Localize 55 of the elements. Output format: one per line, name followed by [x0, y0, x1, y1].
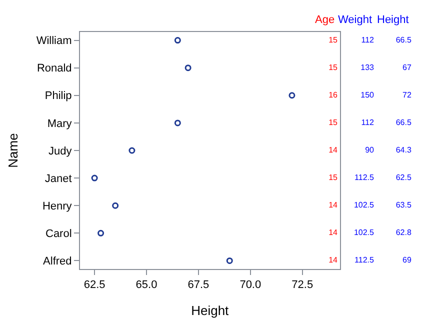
text: 112.5	[354, 173, 375, 182]
data-label: 62.8	[396, 228, 412, 238]
y-tick-label: Henry	[42, 200, 72, 212]
annotation: 14	[328, 228, 338, 238]
annotation: 14	[328, 146, 338, 154]
x-tick-label: 72.5	[292, 279, 314, 292]
y-axis-title: Name	[5, 133, 20, 168]
text: 133	[360, 62, 375, 72]
point	[184, 64, 192, 72]
text: Weight	[338, 14, 372, 26]
y-tick-label: Janet	[44, 172, 72, 185]
data-label: 69	[402, 256, 412, 265]
annotation: 15	[328, 35, 338, 44]
text: 102.5	[354, 228, 375, 238]
annotation: 15	[328, 62, 338, 72]
x-tick-label: 70.0	[240, 279, 262, 292]
y-tick-label: William	[36, 35, 72, 48]
text: 112	[361, 35, 375, 44]
data-label: 72	[402, 90, 412, 100]
data-label: 67	[402, 62, 412, 72]
x-tick-label: 67.5	[188, 279, 210, 292]
annotation: 15	[328, 173, 338, 182]
y-tick-label: Mary	[47, 118, 72, 130]
text: 112.5	[354, 256, 375, 265]
annotation: 14	[328, 200, 338, 210]
text: 102.5	[354, 200, 375, 210]
data-label: 63.5	[396, 200, 412, 210]
text: 90	[365, 146, 375, 154]
annotation: 14	[328, 256, 338, 265]
data-label: 66.5	[396, 35, 412, 44]
point	[112, 202, 119, 209]
x-tick-label: 62.5	[84, 279, 106, 292]
point	[174, 120, 181, 126]
point	[226, 257, 233, 264]
y-tick-label: Philip	[44, 90, 72, 102]
text: 150	[360, 90, 375, 100]
point	[174, 37, 181, 44]
point	[98, 230, 104, 236]
point	[128, 147, 136, 154]
data-label: 66.5	[396, 118, 412, 127]
text: Age	[315, 14, 335, 26]
point	[288, 92, 296, 99]
annotation: 16	[328, 90, 338, 100]
y-tick-label: Carol	[46, 228, 72, 240]
x-tick-label: 65.0	[136, 279, 158, 292]
y-tick-label: Alfred	[43, 256, 72, 268]
annotation: 15	[328, 118, 338, 127]
point	[91, 174, 98, 182]
x-axis-title: Height	[191, 302, 230, 318]
text: 112	[361, 118, 375, 127]
data-label: 64.3	[396, 146, 412, 154]
y-tick-label: Ronald	[36, 62, 72, 75]
data-label: 62.5	[396, 173, 412, 182]
text: Height	[377, 14, 409, 26]
y-tick-label: Judy	[48, 145, 72, 158]
